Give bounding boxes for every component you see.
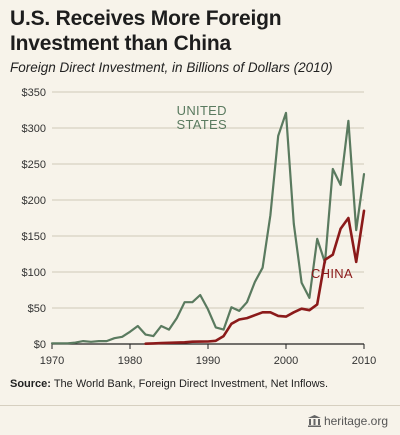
y-tick-label: $100 (22, 267, 46, 279)
heritage-building-icon (307, 415, 321, 430)
y-tick-label: $50 (28, 303, 46, 315)
x-tick-label: 1980 (118, 355, 142, 367)
y-tick-label: $250 (22, 159, 46, 171)
series-label: UNITED (177, 103, 227, 118)
series-line-united-states (50, 111, 366, 345)
line-chart: $0 $50 $100 $150 $200 $250 $300 $350 1970 1980 199… (22, 87, 377, 367)
x-tick-label: 1970 (40, 355, 64, 367)
brand-footer[interactable]: heritage.org (307, 414, 388, 430)
y-tick-label: $300 (22, 123, 46, 135)
y-tick-label: $200 (22, 195, 46, 207)
source-note: Source: The World Bank, Foreign Direct I… (10, 378, 390, 390)
chart-subtitle: Foreign Direct Investment, in Billions o… (10, 60, 333, 75)
series-label: STATES (177, 117, 227, 132)
series-label: CHINA (311, 266, 353, 281)
chart-title: U.S. Receives More Foreign Investment th… (10, 7, 282, 55)
y-tick-label: $350 (22, 87, 46, 99)
source-text: The World Bank, Foreign Direct Investmen… (50, 378, 329, 390)
y-tick-label: $0 (34, 339, 46, 351)
brand-text: heritage.org (323, 414, 388, 428)
x-tick-label: 2010 (352, 355, 376, 367)
series-line-china (144, 209, 366, 346)
x-tick-label: 1990 (196, 355, 220, 367)
source-label: Source: (10, 378, 51, 390)
footer-divider (0, 405, 400, 406)
y-tick-label: $150 (22, 231, 46, 243)
x-tick-label: 2000 (274, 355, 298, 367)
